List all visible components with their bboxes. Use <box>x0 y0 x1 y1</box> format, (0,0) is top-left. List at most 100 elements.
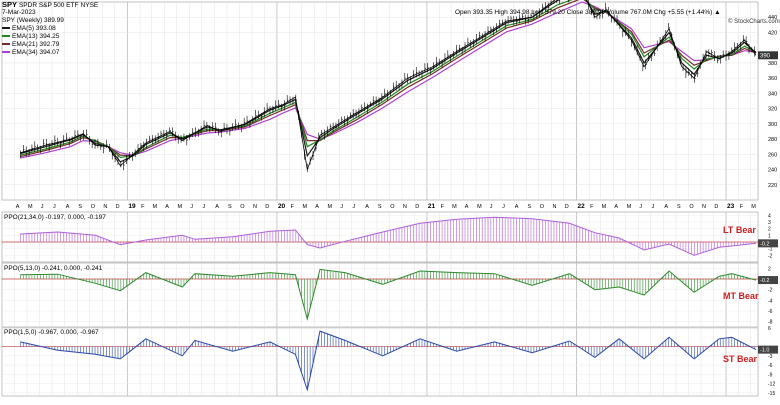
indicator-tick-label: 6 <box>768 326 771 332</box>
series-line-ema13 <box>20 0 757 159</box>
time-axis-label: O <box>390 204 395 210</box>
ema-legend-item: EMA(21) 392.79 <box>2 41 64 49</box>
time-axis-label: 22 <box>577 203 585 210</box>
time-axis-label: O <box>689 204 694 210</box>
ppo-mt-label: PPO(5,13,0) -0.241, 0.000, -0.241 <box>4 265 103 272</box>
price-tick-label: 340 <box>768 91 777 97</box>
time-axis-label: M <box>153 204 158 210</box>
time-axis-label: M <box>28 204 33 210</box>
time-axis-label: S <box>677 204 681 210</box>
panel-frame <box>1 1 759 201</box>
exchange-name: NYSE <box>80 2 99 9</box>
time-axis-label: J <box>340 204 343 210</box>
indicator-tick-label: -1 <box>768 247 773 253</box>
indicator-last-box <box>758 345 778 354</box>
time-axis-label: O <box>240 204 245 210</box>
legend-label: EMA(34) 394.07 <box>12 49 60 56</box>
time-axis-label: 23 <box>727 203 735 210</box>
lt-bear-label: LT Bear <box>723 225 756 235</box>
indicator-line <box>20 216 757 256</box>
legend-swatch <box>2 27 10 30</box>
indicator-tick-label: -6 <box>768 309 773 315</box>
indicator-tick-label: 4 <box>768 213 771 219</box>
legend-label: EMA(21) 392.79 <box>12 41 60 48</box>
ticker-symbol: SPY <box>2 0 17 9</box>
time-axis-label: N <box>253 204 257 210</box>
price-tick-label: 320 <box>768 107 777 113</box>
time-axis-label: A <box>315 204 319 210</box>
ema-legend-item: EMA(34) 394.07 <box>2 49 64 57</box>
time-axis-label: N <box>103 204 107 210</box>
time-axis-label: J <box>203 204 206 210</box>
ema-legend-item: EMA(13) 394.25 <box>2 33 64 41</box>
legend-label: EMA(13) 394.25 <box>12 33 60 40</box>
indicator-line <box>20 268 757 321</box>
time-axis-label: A <box>614 204 618 210</box>
time-axis-label: A <box>515 204 519 210</box>
panel-frame <box>1 327 759 397</box>
indicator-tick-label: -6 <box>768 363 773 369</box>
ema-legend-title: SPY (Weekly) 389.99 <box>2 17 64 24</box>
legend-swatch <box>2 51 10 54</box>
time-axis-label: D <box>415 204 419 210</box>
indicator-tick-label: -12 <box>768 382 775 388</box>
indicator-tick-label: -9 <box>768 372 773 378</box>
time-axis-label: S <box>378 204 382 210</box>
time-axis-label: J <box>53 204 56 210</box>
ema-legend: SPY (Weekly) 389.99 EMA(5) 393.08 EMA(13)… <box>2 17 64 57</box>
time-axis-label: D <box>116 204 120 210</box>
indicator-tick-label: -15 <box>768 391 775 397</box>
chart-symbol-line: SPY SPDR S&P 500 ETF NYSE <box>2 1 98 10</box>
time-axis-label: A <box>66 204 70 210</box>
ohlc-readout: Open 393.35 High 394.98 Low 379.20 Close… <box>455 9 721 16</box>
price-tick-label: 260 <box>768 152 777 158</box>
indicator-last-label: -0.2 <box>760 278 769 284</box>
indicator-last-label: -0.2 <box>760 241 769 247</box>
indicator-tick-label: 2 <box>768 227 771 233</box>
time-axis-label: A <box>664 204 668 210</box>
time-axis-label: A <box>215 204 219 210</box>
time-axis-label: N <box>552 204 556 210</box>
legend-swatch <box>2 43 10 46</box>
time-axis-label: F <box>740 204 744 210</box>
time-axis-label: S <box>78 204 82 210</box>
time-axis-label: J <box>502 204 505 210</box>
price-tick-label: 360 <box>768 76 777 82</box>
time-axis-label: J <box>490 204 493 210</box>
time-axis-label: M <box>303 204 308 210</box>
indicator-tick-label: -4 <box>768 298 773 304</box>
time-axis-label: M <box>477 204 482 210</box>
time-axis-label: 20 <box>278 203 286 210</box>
indicator-last-label: -1.0 <box>760 348 769 354</box>
time-axis-label: D <box>565 204 569 210</box>
time-axis-label: M <box>178 204 183 210</box>
time-axis-label: A <box>165 204 169 210</box>
mt-bear-label: MT Bear <box>723 291 759 301</box>
time-axis-label: N <box>702 204 706 210</box>
time-axis-label: S <box>228 204 232 210</box>
panel-frame <box>1 262 759 328</box>
price-tick-label: 280 <box>768 137 777 143</box>
indicator-tick-label: 1 <box>768 233 771 239</box>
time-axis-label: A <box>465 204 469 210</box>
price-tick-label: 440 <box>768 15 777 21</box>
time-axis-label: S <box>527 204 531 210</box>
indicator-last-box <box>758 276 778 285</box>
time-axis-label: M <box>452 204 457 210</box>
st-bear-label: ST Bear <box>723 354 758 364</box>
time-axis-label: J <box>639 204 642 210</box>
time-axis-label: D <box>714 204 718 210</box>
time-axis-label: F <box>291 204 295 210</box>
time-axis-label: D <box>265 204 269 210</box>
series-line-ema5 <box>20 0 757 163</box>
price-tick-label: 380 <box>768 61 777 67</box>
indicator-line <box>20 330 757 392</box>
price-tick-label: 420 <box>768 30 777 36</box>
price-tick-label: 220 <box>768 183 777 189</box>
stockcharts-credit: © StockCharts.com <box>728 19 780 25</box>
time-axis-label: F <box>590 204 594 210</box>
ticker-name: SPDR S&P 500 ETF <box>18 2 79 9</box>
time-axis-label: 19 <box>128 203 136 210</box>
time-axis-label: J <box>353 204 356 210</box>
